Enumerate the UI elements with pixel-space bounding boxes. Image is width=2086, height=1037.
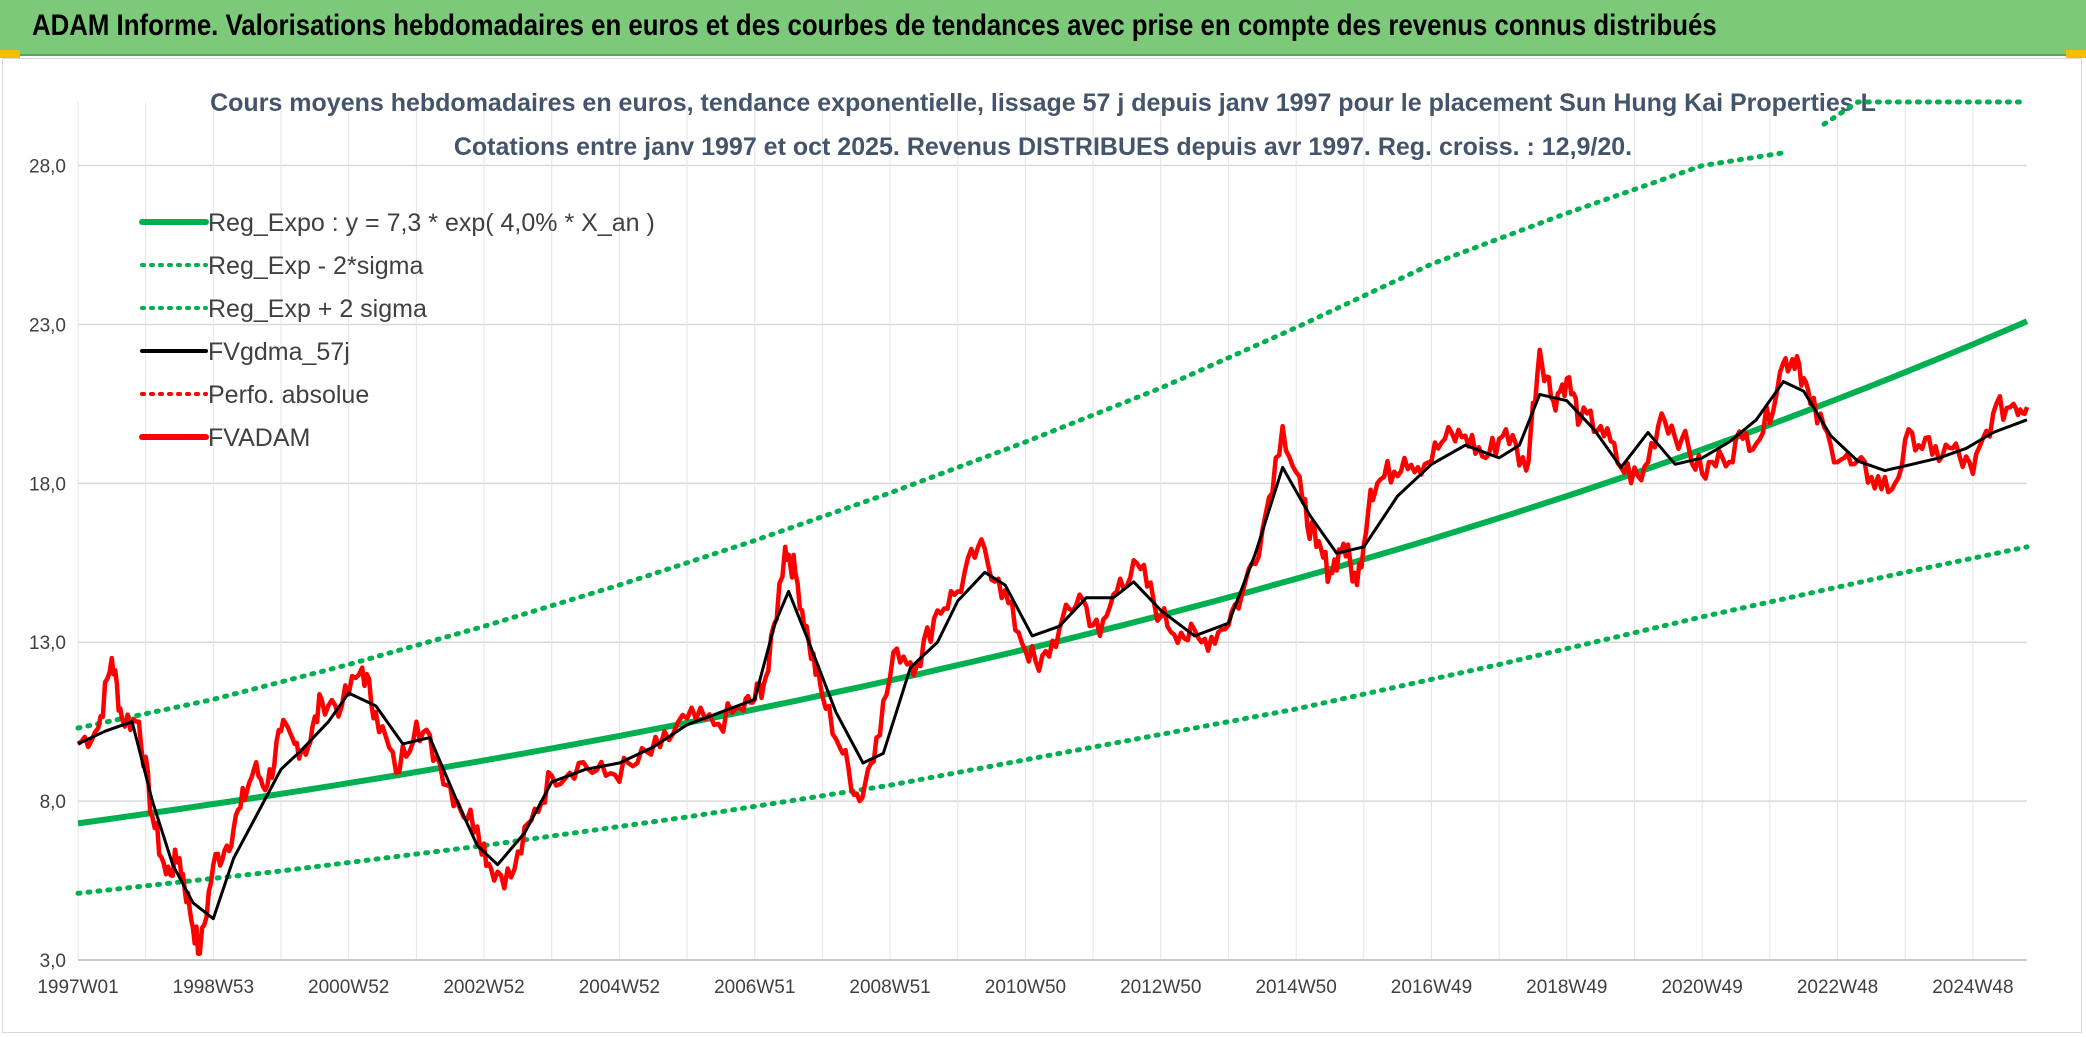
y-tick-label: 3,0 [40, 951, 66, 972]
x-tick-label: 2022W48 [1797, 977, 1878, 998]
x-tick-label: 2020W49 [1661, 977, 1742, 998]
x-tick-label: 2024W48 [1932, 977, 2013, 998]
x-tick-label: 2008W51 [849, 977, 930, 998]
legend-label: Perfo. absolue [208, 381, 369, 409]
chart-frame [2, 58, 2082, 1033]
y-tick-label: 18,0 [29, 474, 66, 495]
y-axis-ticks: 3,0 8,0 13,0 18,0 23,0 28,0 [29, 157, 66, 972]
banner-title: ADAM Informe. Valorisations hebdomadaire… [32, 9, 1717, 42]
series-reg-exp-plus-2sigma [75, 150, 1786, 731]
x-tick-label: 2000W52 [308, 977, 389, 998]
legend-label: FVADAM [208, 424, 310, 452]
legend-label: Reg_Expo : y = 7,3 * exp( 4,0% * X_an ) [208, 209, 655, 237]
series-fvadam [76, 347, 2030, 956]
series-reg-exp-minus-2sigma [75, 544, 2030, 896]
legend-label: Reg_Exp + 2 sigma [208, 295, 427, 323]
x-tick-label: 2014W50 [1255, 977, 1336, 998]
x-tick-label: 2006W51 [714, 977, 795, 998]
chart-title: Cours moyens hebdomadaires en euros, ten… [210, 89, 1876, 117]
x-tick-label: 2018W49 [1526, 977, 1607, 998]
x-tick-label: 2016W49 [1391, 977, 1472, 998]
x-tick-label: 1998W53 [173, 977, 254, 998]
x-tick-label: 2004W52 [579, 977, 660, 998]
series-reg-expo [77, 318, 2029, 827]
x-tick-label: 2012W50 [1120, 977, 1201, 998]
y-tick-label: 8,0 [40, 792, 66, 813]
report-banner: ADAM Informe. Valorisations hebdomadaire… [0, 0, 2086, 56]
corner-accent-left [0, 50, 20, 58]
series-layer [75, 99, 2030, 956]
series-fvgdma-57j [77, 380, 2028, 921]
legend: Reg_Expo : y = 7,3 * exp( 4,0% * X_an ) R… [139, 209, 655, 452]
y-tick-label: 23,0 [29, 315, 66, 336]
chart-subtitle: Cotations entre janv 1997 et oct 2025. R… [454, 133, 1632, 161]
x-tick-label: 2002W52 [443, 977, 524, 998]
y-tick-label: 13,0 [29, 633, 66, 654]
x-axis-ticks: 1997W01 1998W53 2000W52 2002W52 2004W52 2006W… [37, 977, 2013, 998]
legend-label: FVgdma_57j [208, 338, 350, 366]
corner-accent-right [2066, 50, 2086, 58]
gridlines [77, 102, 2027, 961]
legend-label: Reg_Exp - 2*sigma [208, 252, 423, 280]
series-reg-exp-plus-2sigma-capped [1821, 99, 2030, 127]
y-tick-label: 28,0 [29, 157, 66, 178]
x-tick-label: 2010W50 [985, 977, 1066, 998]
x-tick-label: 1997W01 [37, 977, 118, 998]
